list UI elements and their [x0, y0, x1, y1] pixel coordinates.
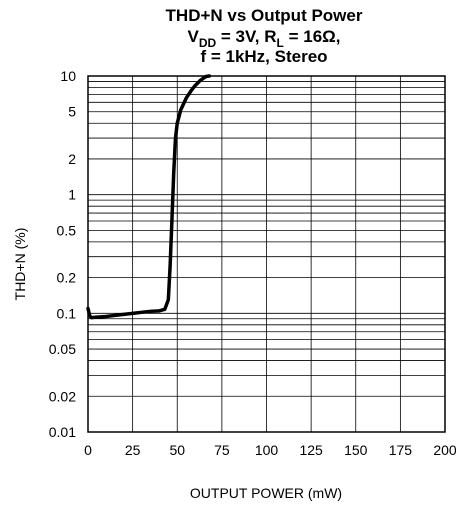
plot-frame: [87, 75, 446, 433]
y-tick-label: 1: [68, 187, 76, 203]
chart-title-line3: f = 1kHz, Stereo: [200, 47, 327, 66]
chart-title-line1: THD+N vs Output Power: [166, 6, 363, 25]
series-layer: [86, 74, 212, 320]
x-tick-label: 75: [214, 442, 230, 458]
x-tick-label: 25: [125, 442, 141, 458]
x-tick-label: 200: [433, 442, 456, 458]
x-tick-label: 150: [344, 442, 368, 458]
y-tick-label: 0.05: [49, 341, 76, 357]
x-tick-label: 175: [389, 442, 413, 458]
y-tick-labels: 10 5 2 1 0.5 0.2 0.1 0.05 0.02 0.01: [49, 68, 76, 440]
y-tick-label: 0.01: [49, 424, 76, 440]
series-line: [86, 74, 212, 320]
x-tick-label: 0: [84, 442, 92, 458]
chart-title-line2: VDD = 3V, RL = 16Ω,: [187, 27, 340, 50]
y-tick-label: 0.1: [57, 305, 77, 321]
y-tick-label: 0.5: [57, 222, 77, 238]
x-axis-label: OUTPUT POWER (mW): [190, 485, 342, 501]
x-tick-labels: 0 25 50 75 100 125 150 175 200: [84, 442, 456, 458]
y-axis-label: THD+N (%): [12, 228, 28, 301]
y-tick-label: 5: [68, 104, 76, 120]
x-tick-label: 50: [169, 442, 185, 458]
y-tick-label: 0.2: [57, 270, 77, 286]
chart-title: THD+N vs Output Power VDD = 3V, RL = 16Ω…: [166, 6, 363, 66]
y-tick-label: 0.02: [49, 388, 76, 404]
y-tick-label: 2: [68, 151, 76, 167]
x-tick-label: 125: [299, 442, 323, 458]
grid: [87, 76, 446, 433]
x-tick-label: 100: [255, 442, 279, 458]
y-tick-label: 10: [60, 68, 76, 84]
